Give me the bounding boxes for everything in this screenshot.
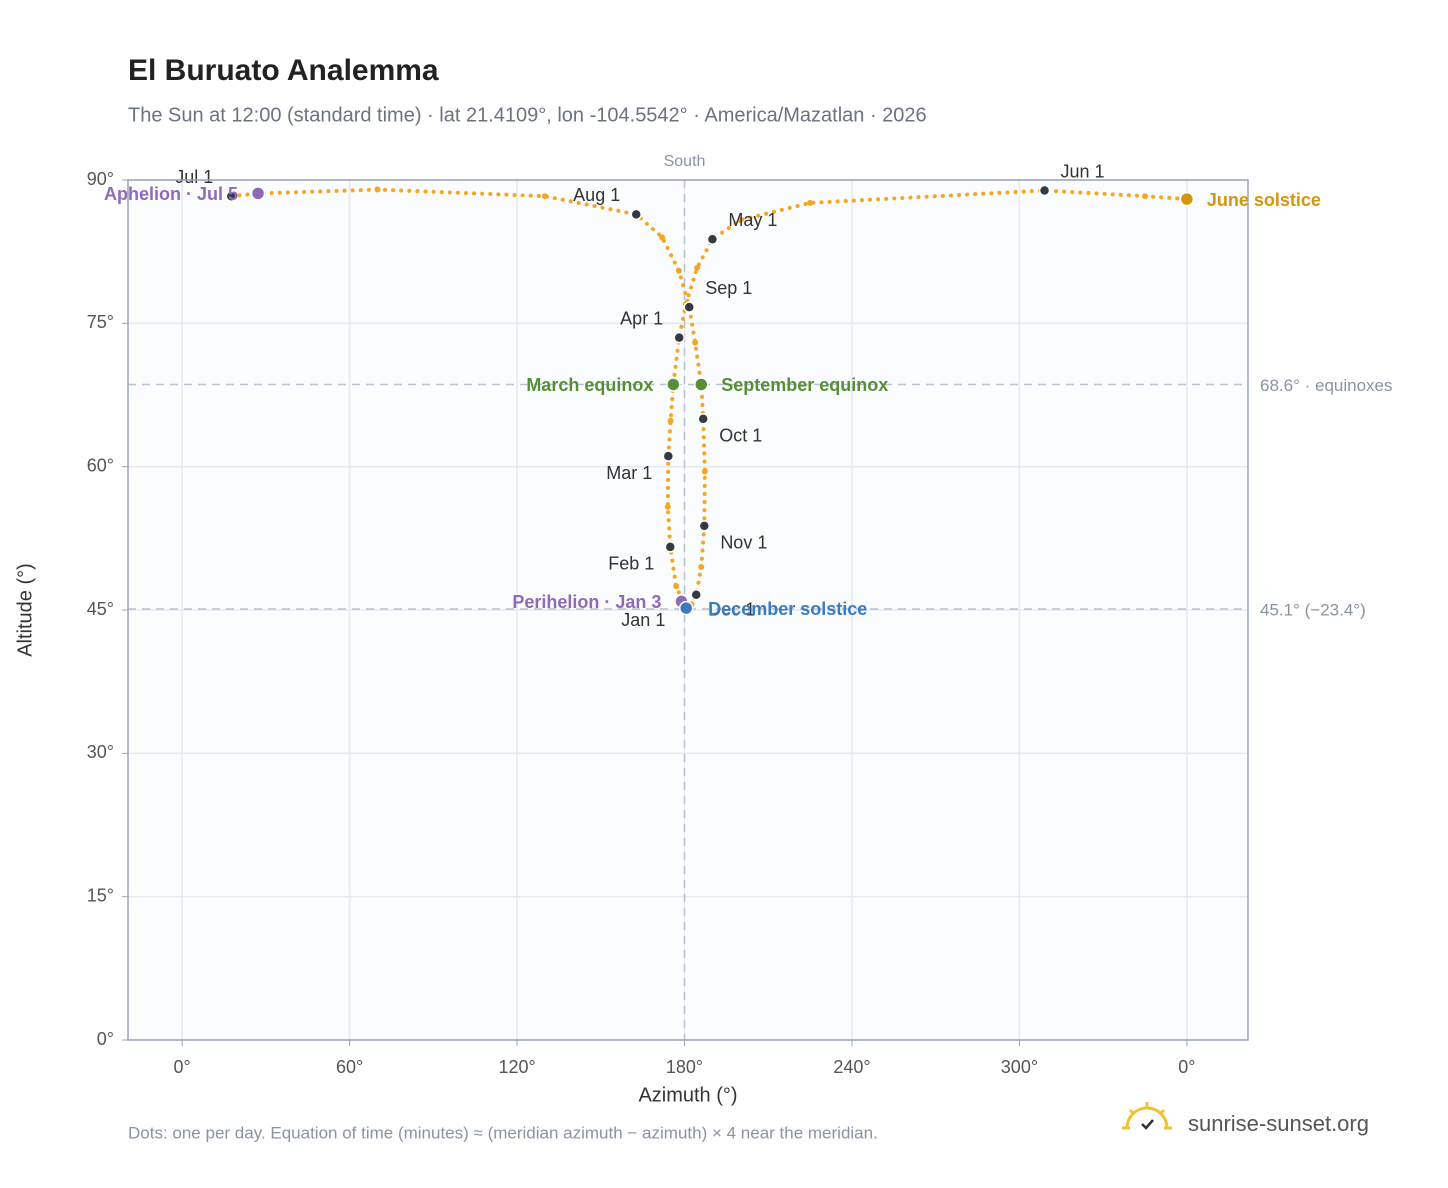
day-dot xyxy=(1142,193,1149,200)
y-tick-label: 75° xyxy=(87,312,114,332)
x-tick-label: 120° xyxy=(498,1057,535,1077)
x-tick-label: 60° xyxy=(336,1057,363,1077)
day-dot xyxy=(374,186,381,193)
month-label: Nov 1 xyxy=(720,533,767,553)
month-dot xyxy=(697,413,709,425)
x-tick-label: 180° xyxy=(666,1057,703,1077)
month-dot xyxy=(1038,184,1051,197)
analemma-path xyxy=(229,187,1189,611)
event-dot xyxy=(250,186,266,201)
y-tick-label: 0° xyxy=(97,1029,114,1049)
day-dot xyxy=(701,468,708,475)
y-tick-label: 45° xyxy=(87,599,114,619)
day-dot xyxy=(692,339,699,346)
event-label: December solstice xyxy=(708,599,867,619)
event-dot xyxy=(678,600,694,616)
month-label: Dec 1 xyxy=(708,599,755,619)
brand-logo xyxy=(1122,1102,1172,1130)
month-dot xyxy=(673,331,685,344)
month-dot xyxy=(706,233,719,245)
event-label: September equinox xyxy=(721,375,888,395)
month-label: Sep 1 xyxy=(705,278,752,298)
reference-label: 45.1° (−23.4°) xyxy=(1260,601,1366,620)
event-dot xyxy=(1179,191,1195,207)
day-dot xyxy=(673,583,680,590)
day-dot xyxy=(694,264,701,271)
day-dot xyxy=(807,199,814,206)
event-dot xyxy=(666,377,681,392)
plot-border xyxy=(127,179,1249,1041)
y-tick-label: 30° xyxy=(87,742,114,762)
x-tick-label: 0° xyxy=(1178,1057,1195,1077)
x-tick-label: 0° xyxy=(174,1057,191,1077)
event-dot xyxy=(694,377,709,392)
month-label: Jan 1 xyxy=(621,610,665,630)
month-label: Oct 1 xyxy=(719,426,762,446)
month-dot xyxy=(630,208,642,221)
y-tick-label: 15° xyxy=(87,885,114,905)
brand: sunrise-sunset.org xyxy=(1188,1111,1369,1136)
y-tick-label: 90° xyxy=(87,169,114,189)
month-dot xyxy=(683,301,696,313)
y-axis-label: Altitude (°) xyxy=(14,563,36,657)
reference-label: 68.6° · equinoxes xyxy=(1260,376,1393,395)
month-dot xyxy=(698,520,711,532)
month-label: Jun 1 xyxy=(1061,161,1105,181)
month-label: Jul 1 xyxy=(175,167,213,187)
event-label: Perihelion · Jan 3 xyxy=(512,592,661,612)
day-dot xyxy=(667,417,674,424)
month-dot xyxy=(664,541,677,553)
event-label: Aphelion · Jul 5 xyxy=(104,184,238,204)
footnote: Dots: one per day. Equation of time (min… xyxy=(128,1123,878,1142)
chart-subtitle: The Sun at 12:00 (standard time) · lat 2… xyxy=(128,104,927,126)
month-label: May 1 xyxy=(728,210,777,230)
day-dot xyxy=(675,267,682,274)
month-label: Mar 1 xyxy=(606,463,652,483)
month-label: Feb 1 xyxy=(608,554,654,574)
day-dot xyxy=(664,503,671,510)
month-label: Aug 1 xyxy=(573,185,620,205)
x-axis-label: Azimuth (°) xyxy=(638,1084,737,1106)
month-dot xyxy=(662,450,675,462)
day-dot xyxy=(698,564,705,570)
month-label: Apr 1 xyxy=(620,308,663,328)
event-label: June solstice xyxy=(1207,190,1321,210)
reference-label: South xyxy=(664,153,706,170)
y-tick-label: 60° xyxy=(87,455,114,475)
event-label: March equinox xyxy=(526,375,653,395)
day-dot xyxy=(541,193,548,200)
chart-title: El Buruato Analemma xyxy=(128,54,439,87)
x-tick-label: 300° xyxy=(1001,1057,1038,1077)
day-dot xyxy=(659,234,666,241)
month-dot xyxy=(690,588,702,601)
day-dot xyxy=(737,217,744,224)
month-dot xyxy=(225,190,238,202)
x-tick-label: 240° xyxy=(833,1057,870,1077)
